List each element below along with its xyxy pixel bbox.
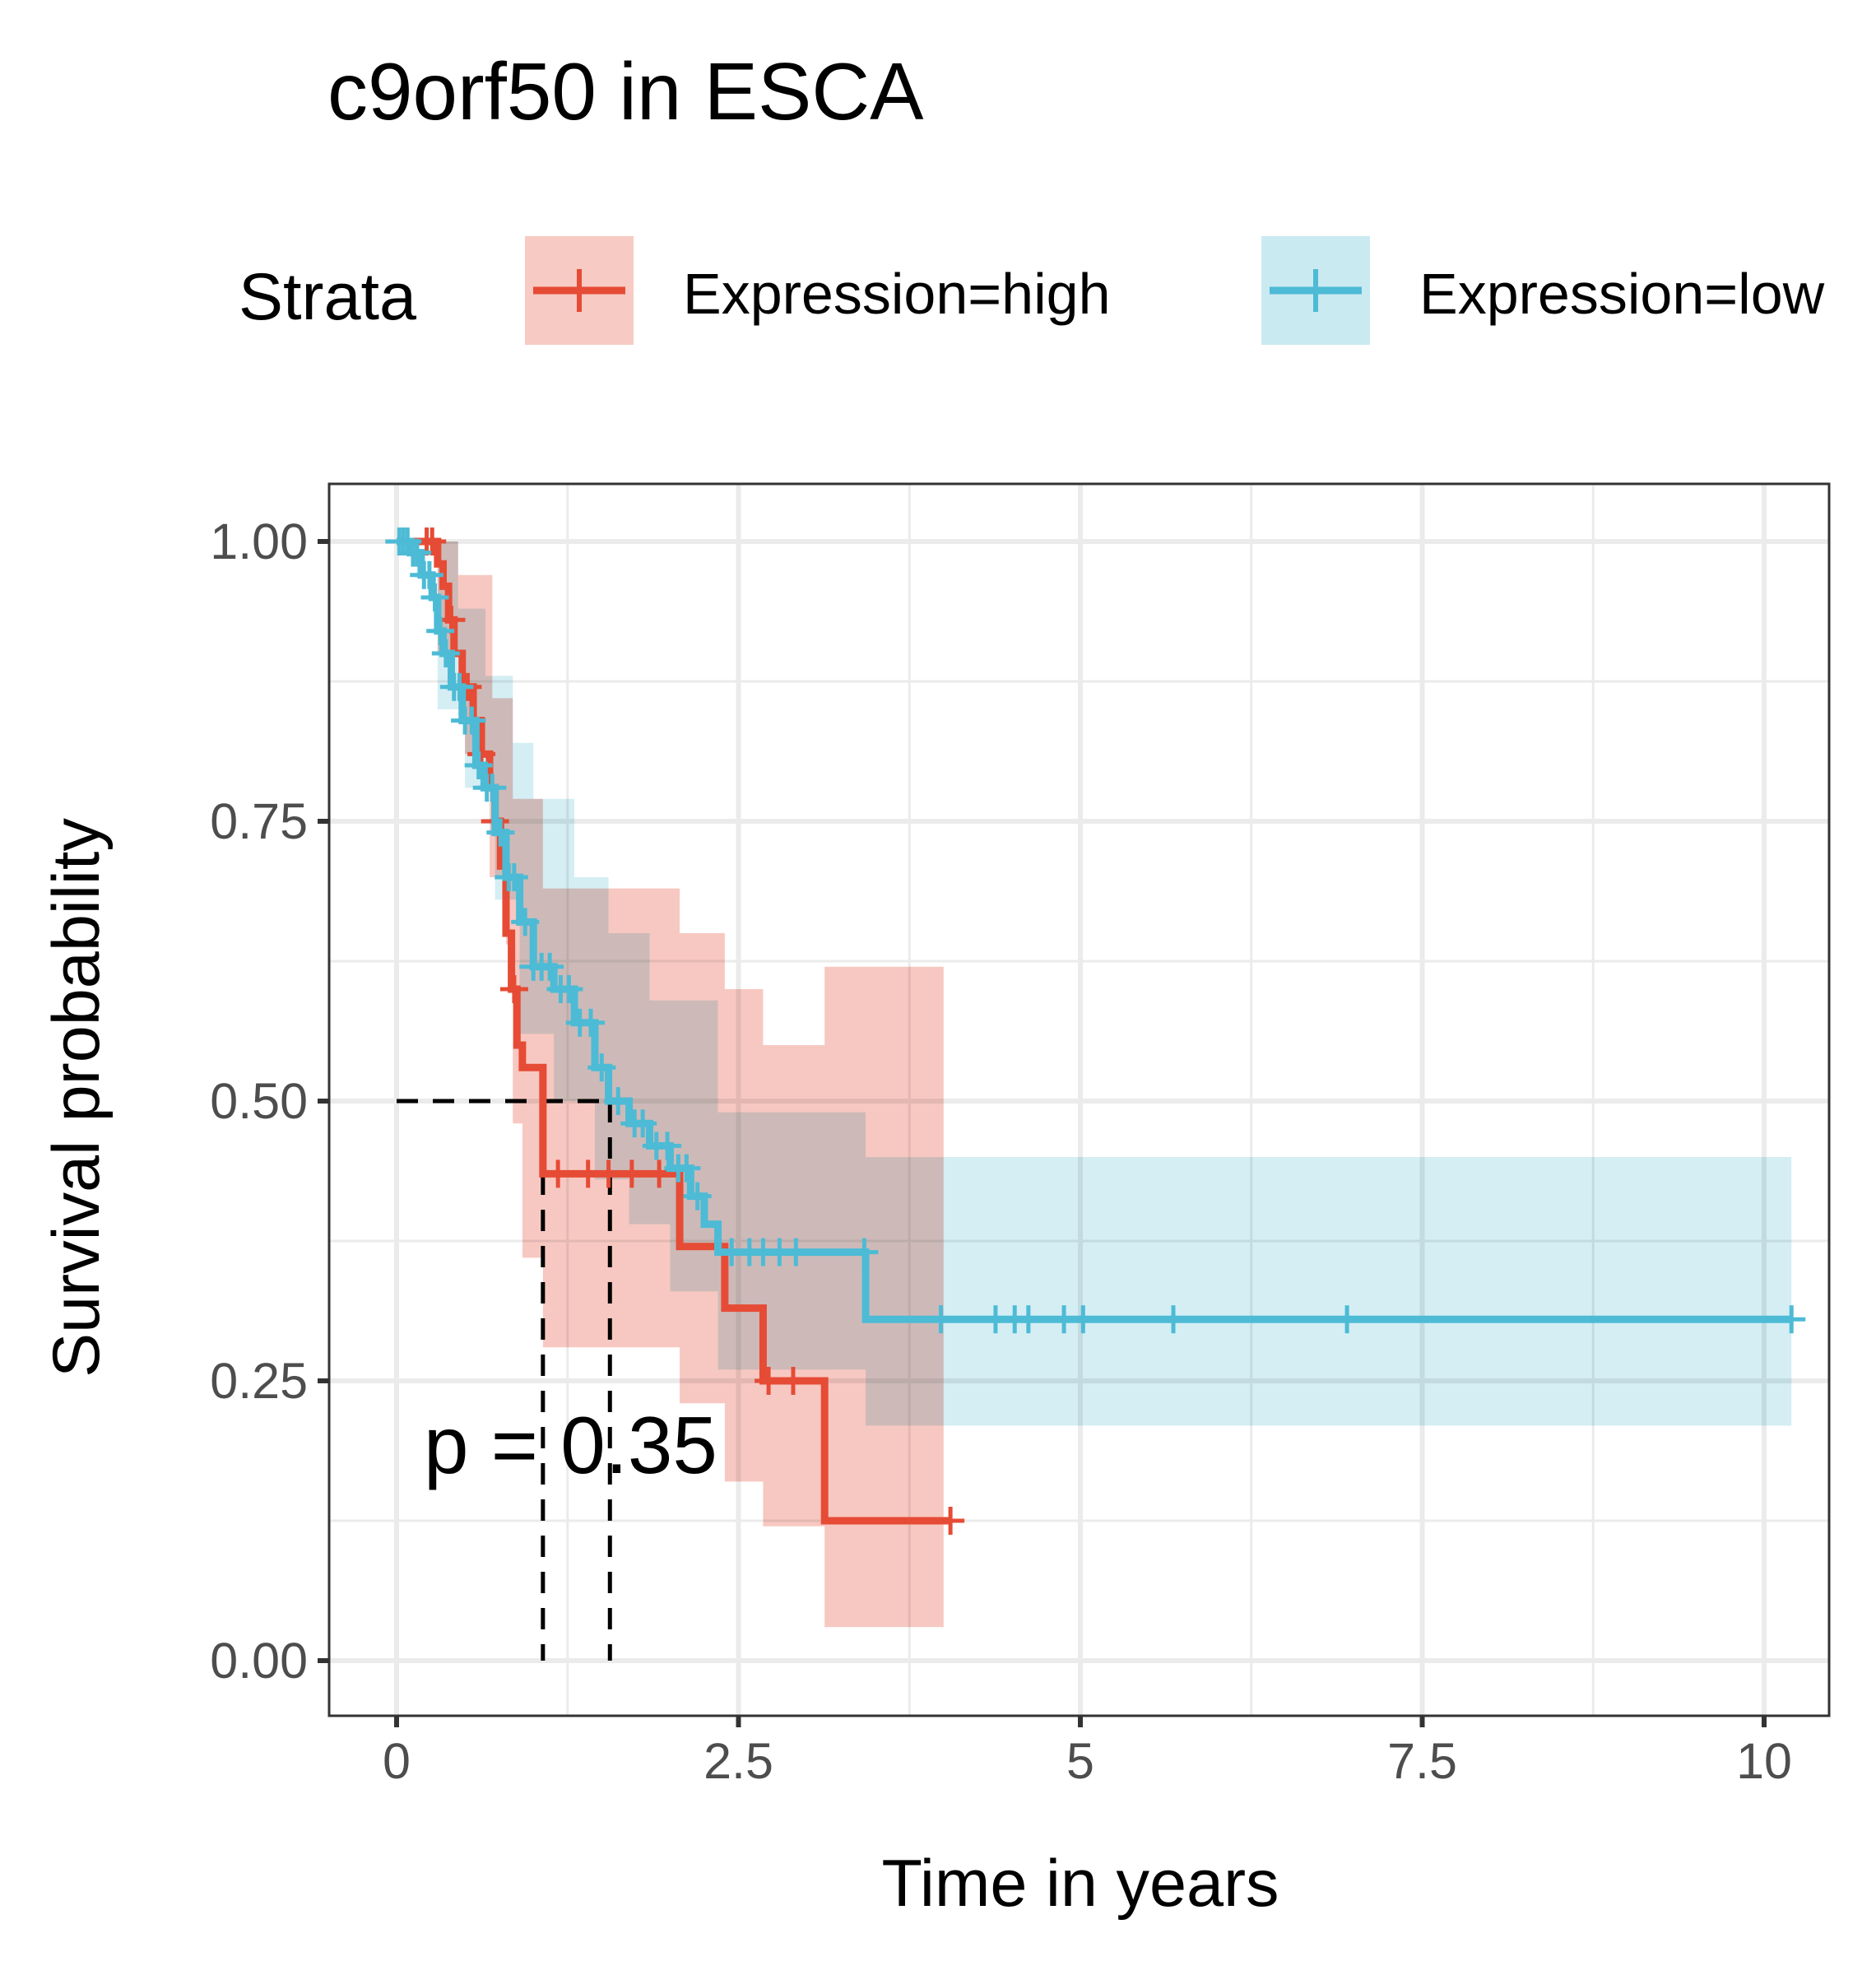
y-tick-label: 1.00 [210, 514, 308, 569]
plot-panel [318, 482, 1831, 1727]
x-tick-label: 5 [1066, 1733, 1094, 1789]
y-tick-label: 0.50 [210, 1073, 308, 1129]
legend-label-low: Expression=low [1419, 262, 1825, 326]
y-tick-label: 0.75 [210, 793, 308, 849]
x-tick-label: 7.5 [1387, 1733, 1457, 1789]
x-tick-label: 2.5 [704, 1733, 773, 1789]
chart-title: c9orf50 in ESCA [327, 46, 924, 137]
p-value-annotation: p = 0.35 [424, 1400, 717, 1490]
x-tick-label: 0 [383, 1733, 411, 1789]
legend-title: Strata [239, 260, 417, 334]
y-tick-label: 0.25 [210, 1353, 308, 1409]
legend-label-high: Expression=high [683, 262, 1111, 326]
legend: Strata Expression=high Expression=low [239, 236, 1825, 345]
ci-band-low [397, 541, 1792, 1426]
y-axis-title: Survival probability [39, 818, 114, 1378]
x-axis-title: Time in years [881, 1847, 1279, 1921]
x-tick-label: 10 [1736, 1733, 1792, 1789]
y-tick-label: 0.00 [210, 1633, 308, 1689]
